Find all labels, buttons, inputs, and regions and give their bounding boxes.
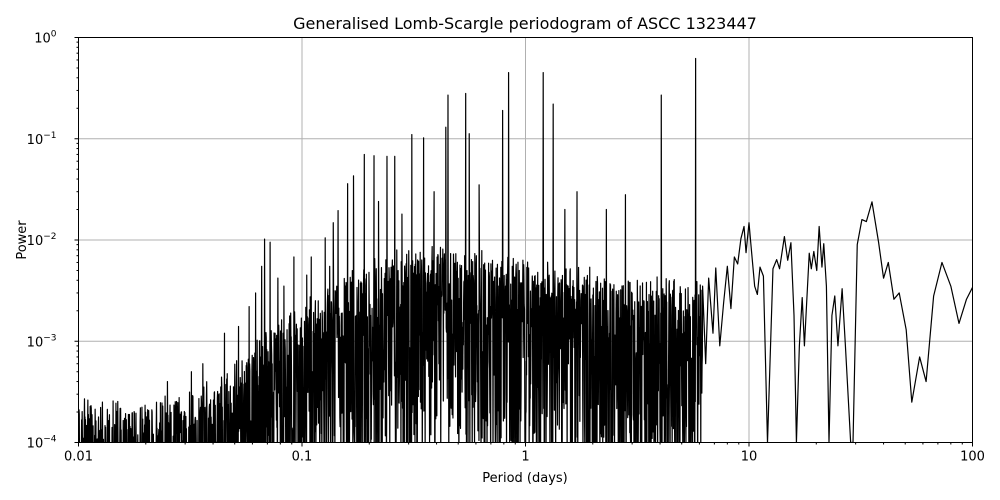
x-tick-label: 10 (741, 450, 758, 465)
y-tick-label: 10−1 (27, 131, 57, 148)
x-tick-label: 0.01 (64, 450, 93, 465)
x-tick-label: 1 (521, 450, 529, 465)
y-tick-label: 100 (34, 30, 57, 47)
grid-lines (78, 37, 973, 443)
periodogram-line (78, 57, 973, 443)
y-tick-label: 10−3 (27, 333, 57, 350)
x-axis-ticks: 0.01 0.1 1 10 100 (64, 442, 985, 465)
y-axis-ticks: 10−4 10−3 10−2 10−1 100 (27, 30, 79, 452)
x-tick-label: 100 (960, 450, 985, 465)
x-tick-label: 0.1 (292, 450, 313, 465)
y-tick-label: 10−4 (27, 435, 57, 452)
y-axis-label: Power (15, 220, 30, 260)
chart-title: Generalised Lomb-Scargle periodogram of … (293, 14, 757, 33)
y-tick-label: 10−2 (27, 232, 57, 249)
x-axis-label: Period (days) (482, 471, 568, 486)
